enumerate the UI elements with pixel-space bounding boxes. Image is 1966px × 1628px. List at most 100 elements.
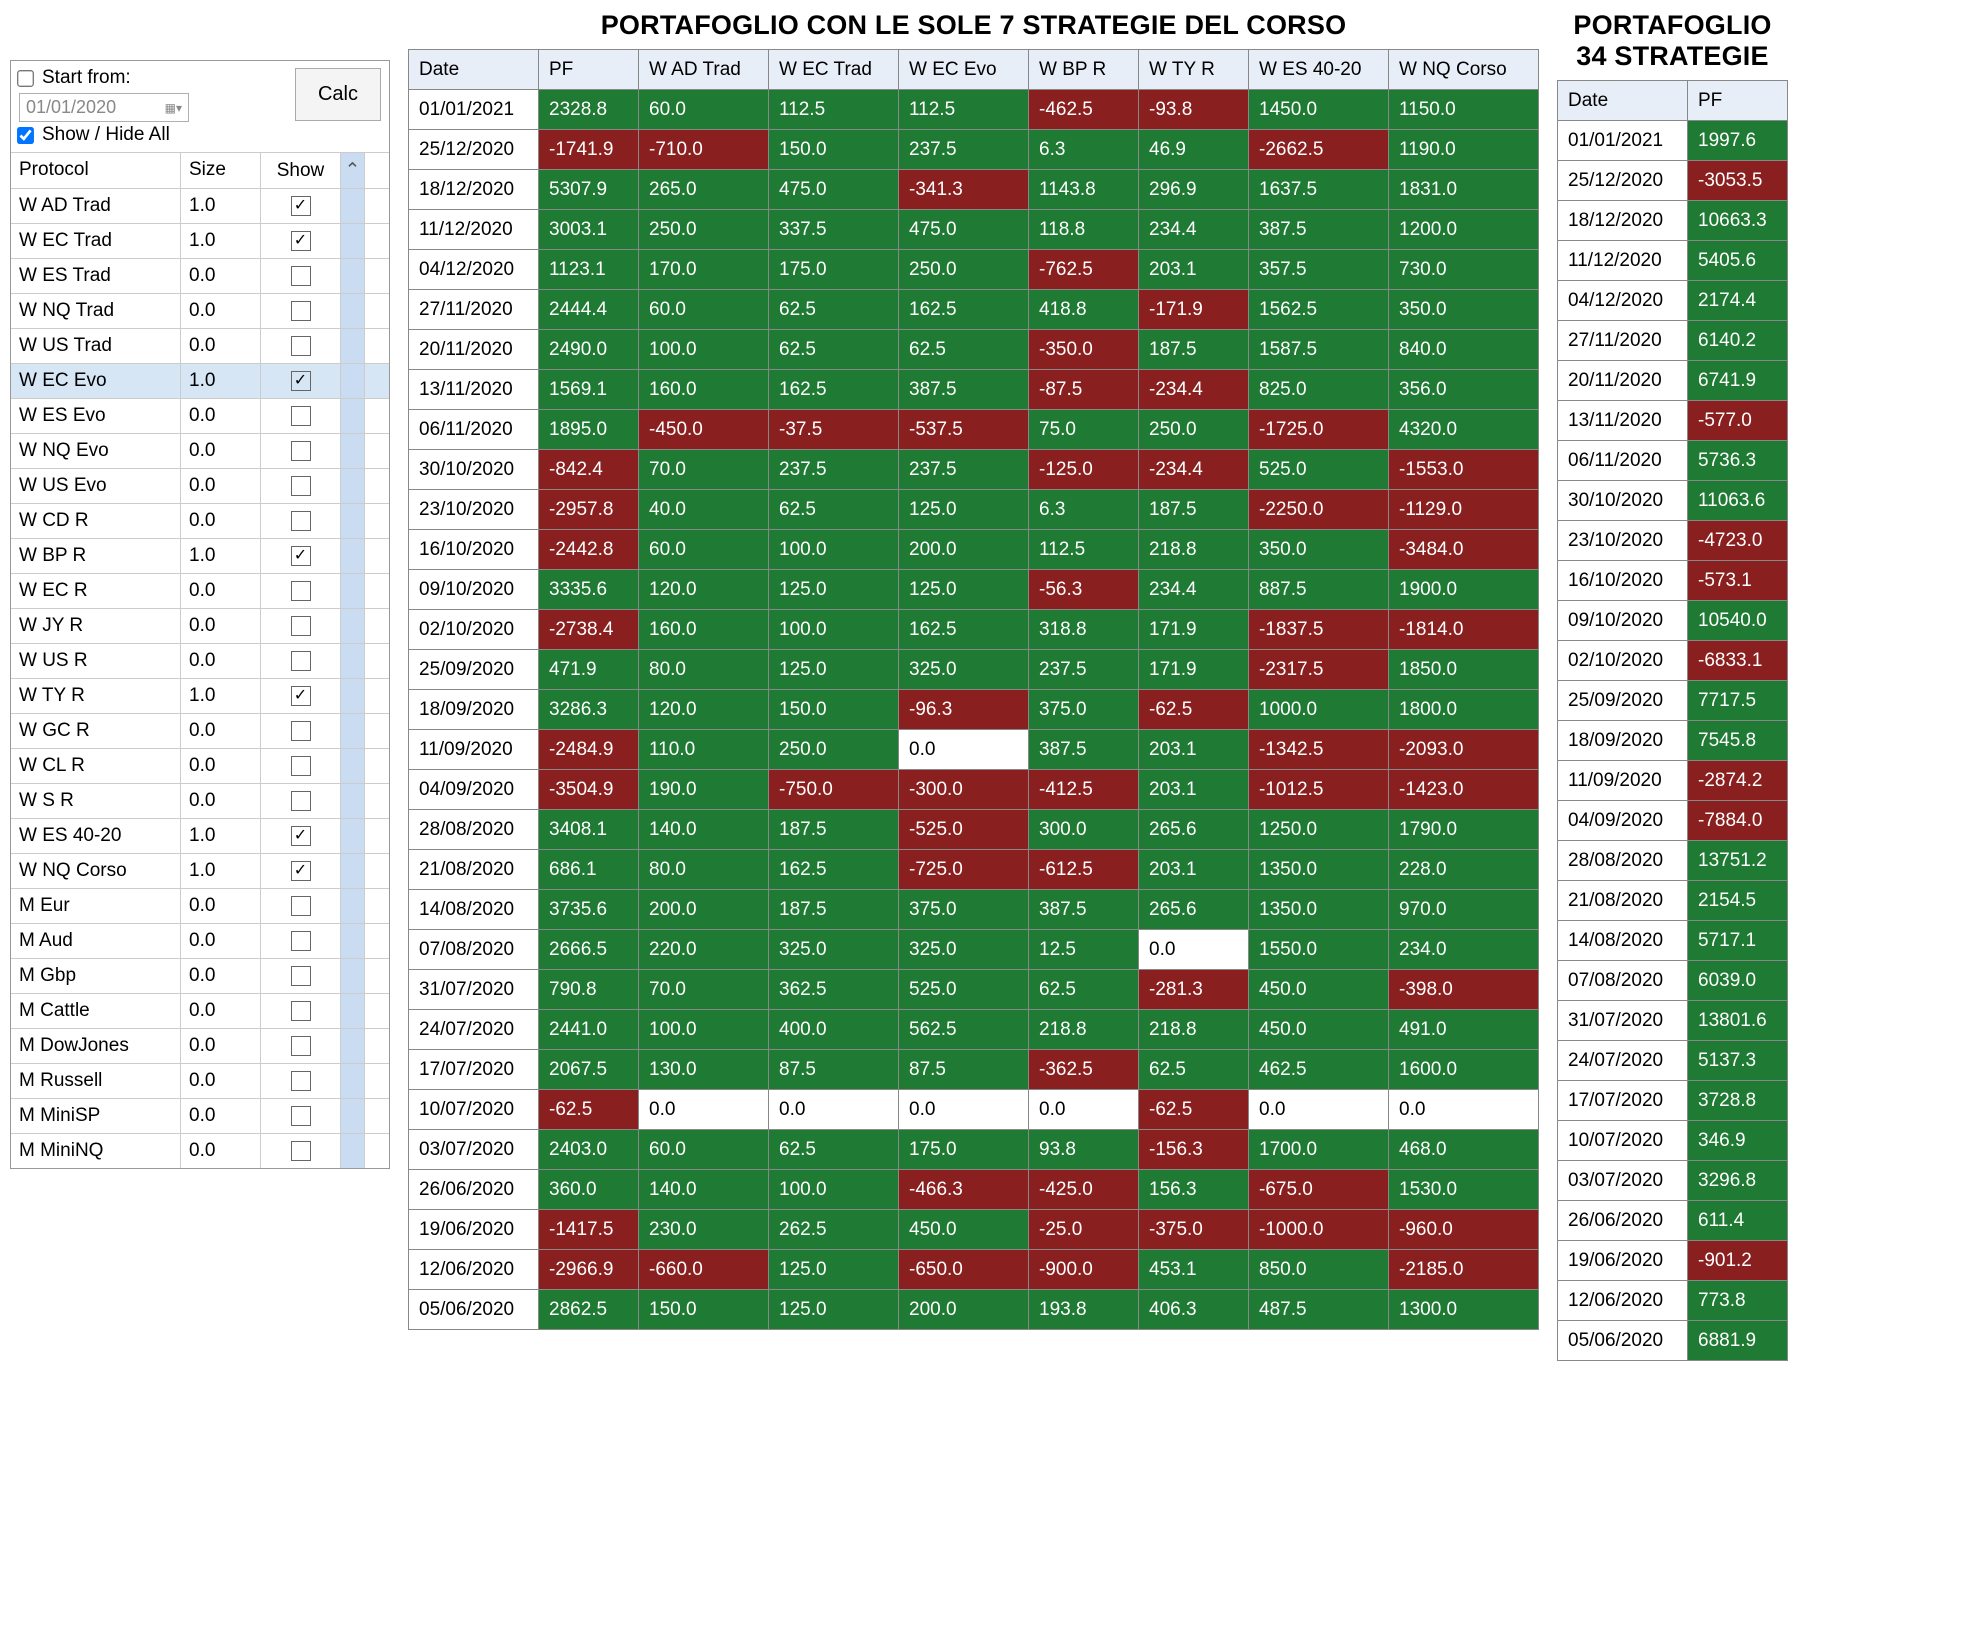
start-date-input[interactable]: 01/01/2020 ▦▾ bbox=[19, 93, 189, 122]
protocol-row[interactable]: M MiniNQ0.0 bbox=[11, 1133, 389, 1168]
protocol-show[interactable] bbox=[261, 749, 341, 783]
protocol-row[interactable]: W ES 40-201.0✓ bbox=[11, 818, 389, 853]
protocol-show[interactable] bbox=[261, 1099, 341, 1133]
scroll-track[interactable] bbox=[341, 819, 365, 853]
protocol-row[interactable]: M Eur0.0 bbox=[11, 888, 389, 923]
protocol-show[interactable]: ✓ bbox=[261, 189, 341, 223]
scroll-track[interactable] bbox=[341, 189, 365, 223]
protocol-show[interactable] bbox=[261, 434, 341, 468]
protocol-show[interactable]: ✓ bbox=[261, 679, 341, 713]
start-from-checkbox[interactable] bbox=[17, 70, 34, 87]
calc-button[interactable]: Calc bbox=[295, 68, 381, 121]
protocol-show[interactable]: ✓ bbox=[261, 854, 341, 888]
protocol-row[interactable]: M Russell0.0 bbox=[11, 1063, 389, 1098]
protocol-show[interactable] bbox=[261, 399, 341, 433]
scroll-track[interactable] bbox=[341, 749, 365, 783]
protocol-show[interactable] bbox=[261, 294, 341, 328]
protocol-row[interactable]: W JY R0.0 bbox=[11, 608, 389, 643]
value-cell: 1250.0 bbox=[1249, 810, 1389, 850]
scroll-track[interactable] bbox=[341, 889, 365, 923]
protocol-show[interactable]: ✓ bbox=[261, 819, 341, 853]
scroll-track[interactable] bbox=[341, 1029, 365, 1063]
scroll-track[interactable] bbox=[341, 1134, 365, 1168]
protocol-show[interactable] bbox=[261, 889, 341, 923]
protocol-row[interactable]: W S R0.0 bbox=[11, 783, 389, 818]
scroll-track[interactable] bbox=[341, 644, 365, 678]
protocol-show[interactable] bbox=[261, 1064, 341, 1098]
protocol-row[interactable]: W EC Trad1.0✓ bbox=[11, 223, 389, 258]
protocol-row[interactable]: W BP R1.0✓ bbox=[11, 538, 389, 573]
protocol-row[interactable]: W CD R0.0 bbox=[11, 503, 389, 538]
protocol-row[interactable]: W AD Trad1.0✓ bbox=[11, 188, 389, 223]
value-cell: -901.2 bbox=[1688, 1241, 1788, 1281]
protocol-row[interactable]: W ES Trad0.0 bbox=[11, 258, 389, 293]
protocol-row[interactable]: M DowJones0.0 bbox=[11, 1028, 389, 1063]
scroll-track[interactable] bbox=[341, 469, 365, 503]
protocol-show[interactable]: ✓ bbox=[261, 224, 341, 258]
protocol-show[interactable] bbox=[261, 609, 341, 643]
scroll-track[interactable] bbox=[341, 399, 365, 433]
scroll-track[interactable] bbox=[341, 994, 365, 1028]
protocol-row[interactable]: M Cattle0.0 bbox=[11, 993, 389, 1028]
scroll-track[interactable] bbox=[341, 1064, 365, 1098]
scroll-track[interactable] bbox=[341, 924, 365, 958]
protocol-show[interactable] bbox=[261, 504, 341, 538]
date-cell: 17/07/2020 bbox=[1558, 1081, 1688, 1121]
protocol-row[interactable]: W NQ Corso1.0✓ bbox=[11, 853, 389, 888]
protocol-row[interactable]: W TY R1.0✓ bbox=[11, 678, 389, 713]
protocol-row[interactable]: W US Trad0.0 bbox=[11, 328, 389, 363]
protocol-row[interactable]: W US R0.0 bbox=[11, 643, 389, 678]
protocol-row[interactable]: W US Evo0.0 bbox=[11, 468, 389, 503]
value-cell: 0.0 bbox=[639, 1090, 769, 1130]
protocol-show[interactable] bbox=[261, 329, 341, 363]
protocol-show[interactable] bbox=[261, 714, 341, 748]
protocol-row[interactable]: M Aud0.0 bbox=[11, 923, 389, 958]
show-hide-all-checkbox[interactable] bbox=[17, 127, 34, 144]
protocol-show[interactable] bbox=[261, 959, 341, 993]
scroll-up-icon[interactable]: ⌃ bbox=[341, 153, 365, 188]
protocol-row[interactable]: W EC R0.0 bbox=[11, 573, 389, 608]
protocol-show[interactable] bbox=[261, 259, 341, 293]
protocol-show[interactable] bbox=[261, 574, 341, 608]
protocol-row[interactable]: M MiniSP0.0 bbox=[11, 1098, 389, 1133]
scroll-track[interactable] bbox=[341, 329, 365, 363]
protocol-row[interactable]: W CL R0.0 bbox=[11, 748, 389, 783]
scroll-track[interactable] bbox=[341, 1099, 365, 1133]
scroll-track[interactable] bbox=[341, 224, 365, 258]
protocol-show[interactable] bbox=[261, 644, 341, 678]
value-cell: 387.5 bbox=[1249, 210, 1389, 250]
protocol-show[interactable] bbox=[261, 1134, 341, 1168]
value-cell: 453.1 bbox=[1139, 1250, 1249, 1290]
scroll-track[interactable] bbox=[341, 574, 365, 608]
scroll-track[interactable] bbox=[341, 259, 365, 293]
scroll-track[interactable] bbox=[341, 609, 365, 643]
protocol-row[interactable]: W GC R0.0 bbox=[11, 713, 389, 748]
scroll-track[interactable] bbox=[341, 854, 365, 888]
scroll-track[interactable] bbox=[341, 364, 365, 398]
scroll-track[interactable] bbox=[341, 539, 365, 573]
scroll-track[interactable] bbox=[341, 784, 365, 818]
protocol-show[interactable]: ✓ bbox=[261, 364, 341, 398]
value-cell: -1423.0 bbox=[1389, 770, 1539, 810]
value-cell: -660.0 bbox=[639, 1250, 769, 1290]
protocol-show[interactable] bbox=[261, 924, 341, 958]
scroll-track[interactable] bbox=[341, 679, 365, 713]
protocol-row[interactable]: M Gbp0.0 bbox=[11, 958, 389, 993]
protocol-row[interactable]: W NQ Trad0.0 bbox=[11, 293, 389, 328]
protocol-row[interactable]: W EC Evo1.0✓ bbox=[11, 363, 389, 398]
protocol-show[interactable]: ✓ bbox=[261, 539, 341, 573]
protocol-show[interactable] bbox=[261, 469, 341, 503]
table-row: 07/08/20202666.5220.0325.0325.012.50.015… bbox=[409, 930, 1539, 970]
protocol-row[interactable]: W ES Evo0.0 bbox=[11, 398, 389, 433]
date-cell: 18/09/2020 bbox=[1558, 721, 1688, 761]
protocol-show[interactable] bbox=[261, 994, 341, 1028]
protocol-show[interactable] bbox=[261, 784, 341, 818]
scroll-track[interactable] bbox=[341, 504, 365, 538]
scroll-track[interactable] bbox=[341, 714, 365, 748]
protocol-show[interactable] bbox=[261, 1029, 341, 1063]
protocol-row[interactable]: W NQ Evo0.0 bbox=[11, 433, 389, 468]
table-row: 09/10/202010540.0 bbox=[1558, 601, 1788, 641]
scroll-track[interactable] bbox=[341, 959, 365, 993]
scroll-track[interactable] bbox=[341, 434, 365, 468]
scroll-track[interactable] bbox=[341, 294, 365, 328]
